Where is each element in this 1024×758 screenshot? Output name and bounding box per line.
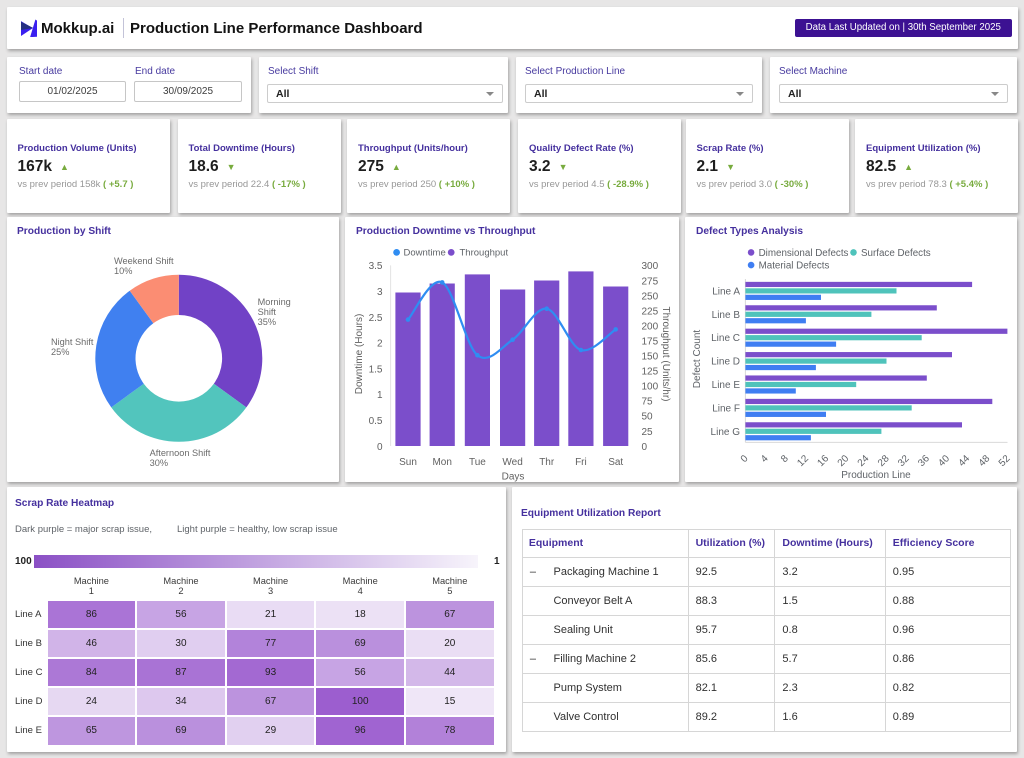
svg-text:Line E: Line E bbox=[712, 380, 741, 391]
svg-text:Material Defects: Material Defects bbox=[759, 261, 830, 272]
svg-text:250: 250 bbox=[642, 291, 659, 302]
svg-text:Sun: Sun bbox=[399, 457, 417, 468]
svg-text:3: 3 bbox=[377, 287, 383, 298]
svg-text:2: 2 bbox=[377, 339, 383, 350]
svg-text:Line F: Line F bbox=[712, 403, 740, 414]
svg-text:44: 44 bbox=[957, 453, 973, 469]
svg-text:Line C: Line C bbox=[711, 333, 740, 344]
svg-text:Days: Days bbox=[502, 471, 525, 482]
svg-text:Wed: Wed bbox=[502, 457, 522, 468]
svg-text:Line B: Line B bbox=[712, 310, 741, 321]
svg-text:50: 50 bbox=[642, 412, 654, 423]
svg-text:1.5: 1.5 bbox=[369, 364, 383, 375]
svg-text:Production Line: Production Line bbox=[841, 470, 911, 481]
svg-text:Defect Count: Defect Count bbox=[692, 330, 703, 389]
svg-text:16: 16 bbox=[815, 453, 831, 469]
svg-text:Downtime: Downtime bbox=[404, 248, 446, 259]
svg-text:32: 32 bbox=[896, 453, 912, 469]
svg-text:Line A: Line A bbox=[712, 286, 740, 297]
svg-text:Throughput: Throughput bbox=[460, 248, 509, 259]
svg-text:0: 0 bbox=[642, 442, 648, 453]
svg-text:Tue: Tue bbox=[469, 457, 486, 468]
svg-text:Sat: Sat bbox=[608, 457, 623, 468]
svg-text:Throughput (Units/hr): Throughput (Units/hr) bbox=[660, 306, 671, 401]
svg-text:Downtime (Hours): Downtime (Hours) bbox=[354, 314, 365, 395]
svg-text:Thr: Thr bbox=[539, 457, 555, 468]
svg-text:2.5: 2.5 bbox=[369, 313, 383, 324]
svg-text:175: 175 bbox=[642, 337, 659, 348]
svg-text:300: 300 bbox=[642, 261, 659, 272]
svg-text:3.5: 3.5 bbox=[369, 261, 383, 272]
svg-text:40: 40 bbox=[936, 453, 952, 469]
svg-text:Mon: Mon bbox=[432, 457, 451, 468]
svg-text:Line D: Line D bbox=[711, 357, 740, 368]
svg-text:75: 75 bbox=[642, 397, 654, 408]
svg-text:0: 0 bbox=[377, 442, 383, 453]
svg-text:20: 20 bbox=[836, 453, 852, 469]
svg-text:Fri: Fri bbox=[575, 457, 587, 468]
svg-text:28: 28 bbox=[876, 453, 892, 469]
svg-text:8: 8 bbox=[779, 453, 791, 465]
svg-text:52: 52 bbox=[997, 453, 1013, 469]
svg-text:125: 125 bbox=[642, 367, 659, 378]
svg-text:Surface Defects: Surface Defects bbox=[861, 248, 931, 259]
svg-text:200: 200 bbox=[642, 321, 659, 332]
svg-text:24: 24 bbox=[856, 453, 872, 469]
svg-text:Dimensional Defects: Dimensional Defects bbox=[759, 248, 849, 259]
svg-text:25: 25 bbox=[642, 427, 654, 438]
svg-text:4: 4 bbox=[759, 453, 771, 465]
svg-text:0: 0 bbox=[739, 453, 751, 465]
svg-text:225: 225 bbox=[642, 306, 659, 317]
svg-text:48: 48 bbox=[977, 453, 993, 469]
svg-text:275: 275 bbox=[642, 276, 659, 287]
svg-text:150: 150 bbox=[642, 352, 659, 363]
svg-text:0.5: 0.5 bbox=[369, 416, 383, 427]
svg-text:Line G: Line G bbox=[711, 427, 741, 438]
svg-text:12: 12 bbox=[795, 453, 811, 469]
svg-text:36: 36 bbox=[916, 453, 932, 469]
svg-text:1: 1 bbox=[377, 390, 383, 401]
svg-text:100: 100 bbox=[642, 382, 659, 393]
